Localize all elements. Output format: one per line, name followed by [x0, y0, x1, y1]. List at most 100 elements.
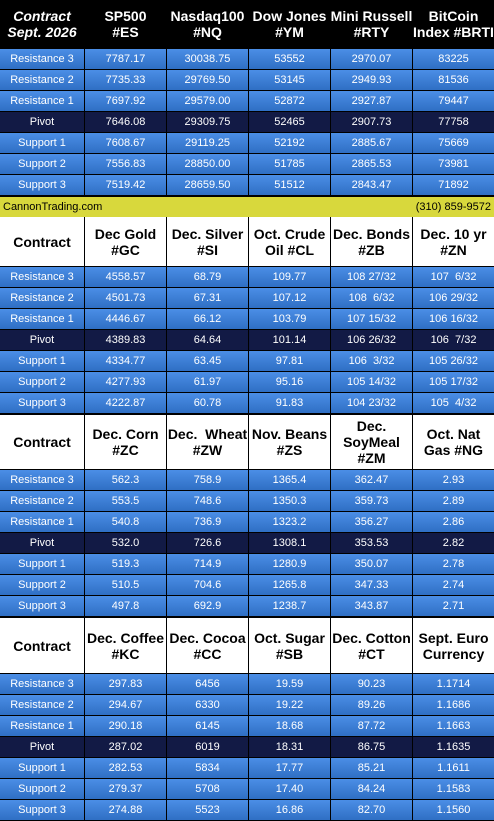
value-cell: 17.40 [249, 779, 330, 799]
value-cell: 7735.33 [85, 70, 166, 90]
value-cell: 7519.42 [85, 175, 166, 195]
header-cell: Dec. Wheat #ZW [167, 415, 248, 469]
value-cell: 714.9 [167, 554, 248, 574]
value-cell: 29119.25 [167, 133, 248, 153]
row-label: Resistance 2 [0, 695, 84, 715]
header-text: Nov. Beans [251, 426, 328, 442]
value-cell: 82.70 [331, 800, 412, 820]
value-cell: 532.0 [85, 533, 166, 553]
header-text: Dec Gold [94, 225, 157, 242]
value-cell: 68.79 [167, 267, 248, 287]
row-label: Support 3 [0, 393, 84, 413]
header-text: Contract [13, 434, 71, 450]
value-cell: 28850.00 [167, 154, 248, 174]
row-label: Support 1 [0, 133, 84, 153]
header-cell: Dec. Corn #ZC [85, 415, 166, 469]
value-cell: 7787.17 [85, 49, 166, 69]
value-cell: 736.9 [167, 512, 248, 532]
row-label: Support 3 [0, 596, 84, 616]
value-cell: 101.14 [249, 330, 330, 350]
value-cell: 4446.67 [85, 309, 166, 329]
value-cell: 294.67 [85, 695, 166, 715]
row-label: Support 3 [0, 800, 84, 820]
value-cell: 540.8 [85, 512, 166, 532]
value-cell: 103.79 [249, 309, 330, 329]
value-cell: 106 26/32 [331, 330, 412, 350]
value-cell: 279.37 [85, 779, 166, 799]
header-text: #CC [193, 645, 222, 662]
value-cell: 89.26 [331, 695, 412, 715]
value-cell: 29309.75 [167, 112, 248, 132]
value-cell: 4558.57 [85, 267, 166, 287]
value-cell: 1308.1 [249, 533, 330, 553]
header-text: #GC [111, 241, 140, 258]
value-cell: 287.02 [85, 737, 166, 757]
header-text: Dec. Cocoa [169, 629, 246, 646]
value-cell: 282.53 [85, 758, 166, 778]
row-label: Support 2 [0, 575, 84, 595]
value-cell: 30038.75 [167, 49, 248, 69]
header-cell: SP500 #ES [85, 0, 166, 48]
value-cell: 105 17/32 [413, 372, 494, 392]
value-cell: 1.1663 [413, 716, 494, 736]
header-text: #NQ [193, 24, 222, 40]
value-cell: 61.97 [167, 372, 248, 392]
row-label: Resistance 2 [0, 70, 84, 90]
header-cell: BitCoin Index #BRTI [413, 0, 494, 48]
header-text: Dec. Silver [171, 225, 244, 242]
value-cell: 91.83 [249, 393, 330, 413]
header-text: Mini Russell [330, 8, 413, 24]
value-cell: 1238.7 [249, 596, 330, 616]
value-cell: 105 14/32 [331, 372, 412, 392]
value-cell: 108 27/32 [331, 267, 412, 287]
header-cell: Dec. Coffee #KC [85, 618, 166, 673]
value-cell: 16.86 [249, 800, 330, 820]
value-cell: 52465 [249, 112, 330, 132]
header-text: Oct. Nat [426, 426, 481, 442]
value-cell: 104 23/32 [331, 393, 412, 413]
value-cell: 81536 [413, 70, 494, 90]
value-cell: 73981 [413, 154, 494, 174]
value-cell: 1.1686 [413, 695, 494, 715]
value-cell: 86.75 [331, 737, 412, 757]
row-label: Support 2 [0, 372, 84, 392]
value-cell: 1.1560 [413, 800, 494, 820]
header-cell: Oct. Nat Gas #NG [413, 415, 494, 469]
value-cell: 343.87 [331, 596, 412, 616]
value-cell: 1.1583 [413, 779, 494, 799]
value-cell: 1280.9 [249, 554, 330, 574]
value-cell: 2.71 [413, 596, 494, 616]
value-cell: 519.3 [85, 554, 166, 574]
value-cell: 2.89 [413, 491, 494, 511]
value-cell: 95.16 [249, 372, 330, 392]
value-cell: 66.12 [167, 309, 248, 329]
value-cell: 71892 [413, 175, 494, 195]
value-cell: 350.07 [331, 554, 412, 574]
row-label: Support 2 [0, 779, 84, 799]
row-label: Support 1 [0, 758, 84, 778]
header-cell: Sept. Euro Currency [413, 618, 494, 673]
header-text: Oil #CL [264, 241, 314, 258]
value-cell: 64.64 [167, 330, 248, 350]
header-cell: Dec Gold #GC [85, 217, 166, 266]
header-text: #RTY [353, 24, 390, 40]
value-cell: 79447 [413, 91, 494, 111]
header-text: #CT [358, 645, 385, 662]
value-cell: 2.74 [413, 575, 494, 595]
row-label: Support 3 [0, 175, 84, 195]
row-label: Resistance 3 [0, 49, 84, 69]
value-cell: 362.47 [331, 470, 412, 490]
value-cell: 553.5 [85, 491, 166, 511]
value-cell: 1350.3 [249, 491, 330, 511]
value-cell: 1265.8 [249, 575, 330, 595]
row-label: Resistance 3 [0, 674, 84, 694]
header-text: Contract [13, 233, 71, 250]
header-text: Oct. Crude [253, 225, 326, 242]
value-cell: 356.27 [331, 512, 412, 532]
value-cell: 2970.07 [331, 49, 412, 69]
header-text: Dec. 10 yr [420, 225, 487, 242]
value-cell: 60.78 [167, 393, 248, 413]
row-label: Resistance 1 [0, 91, 84, 111]
header-cell: Contract [0, 618, 84, 673]
